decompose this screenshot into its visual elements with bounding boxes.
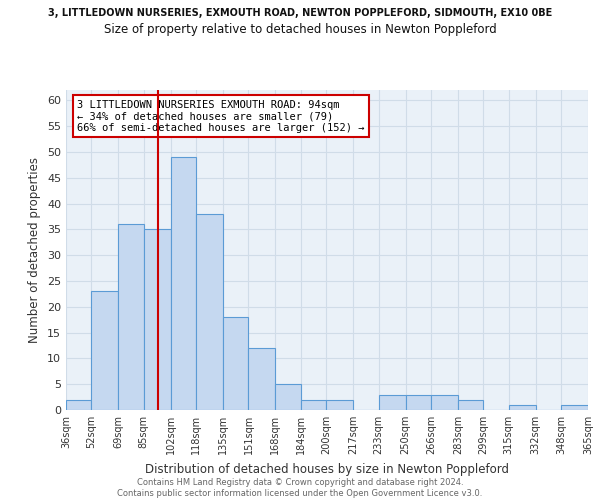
Text: 3 LITTLEDOWN NURSERIES EXMOUTH ROAD: 94sqm
← 34% of detached houses are smaller : 3 LITTLEDOWN NURSERIES EXMOUTH ROAD: 94s… bbox=[77, 100, 365, 133]
Text: Size of property relative to detached houses in Newton Poppleford: Size of property relative to detached ho… bbox=[104, 22, 496, 36]
Bar bbox=[326, 400, 353, 410]
Bar bbox=[561, 405, 588, 410]
Bar bbox=[66, 400, 91, 410]
Text: Contains HM Land Registry data © Crown copyright and database right 2024.
Contai: Contains HM Land Registry data © Crown c… bbox=[118, 478, 482, 498]
Bar bbox=[301, 400, 326, 410]
Y-axis label: Number of detached properties: Number of detached properties bbox=[28, 157, 41, 343]
X-axis label: Distribution of detached houses by size in Newton Poppleford: Distribution of detached houses by size … bbox=[145, 462, 509, 475]
Bar bbox=[458, 400, 483, 410]
Bar bbox=[509, 405, 536, 410]
Bar bbox=[196, 214, 223, 410]
Text: 3, LITTLEDOWN NURSERIES, EXMOUTH ROAD, NEWTON POPPLEFORD, SIDMOUTH, EX10 0BE: 3, LITTLEDOWN NURSERIES, EXMOUTH ROAD, N… bbox=[48, 8, 552, 18]
Bar bbox=[431, 394, 458, 410]
Bar bbox=[118, 224, 144, 410]
Bar bbox=[144, 230, 171, 410]
Bar bbox=[248, 348, 275, 410]
Bar bbox=[379, 394, 406, 410]
Bar bbox=[171, 157, 196, 410]
Bar bbox=[91, 292, 118, 410]
Bar bbox=[275, 384, 301, 410]
Bar bbox=[406, 394, 431, 410]
Bar bbox=[223, 317, 248, 410]
